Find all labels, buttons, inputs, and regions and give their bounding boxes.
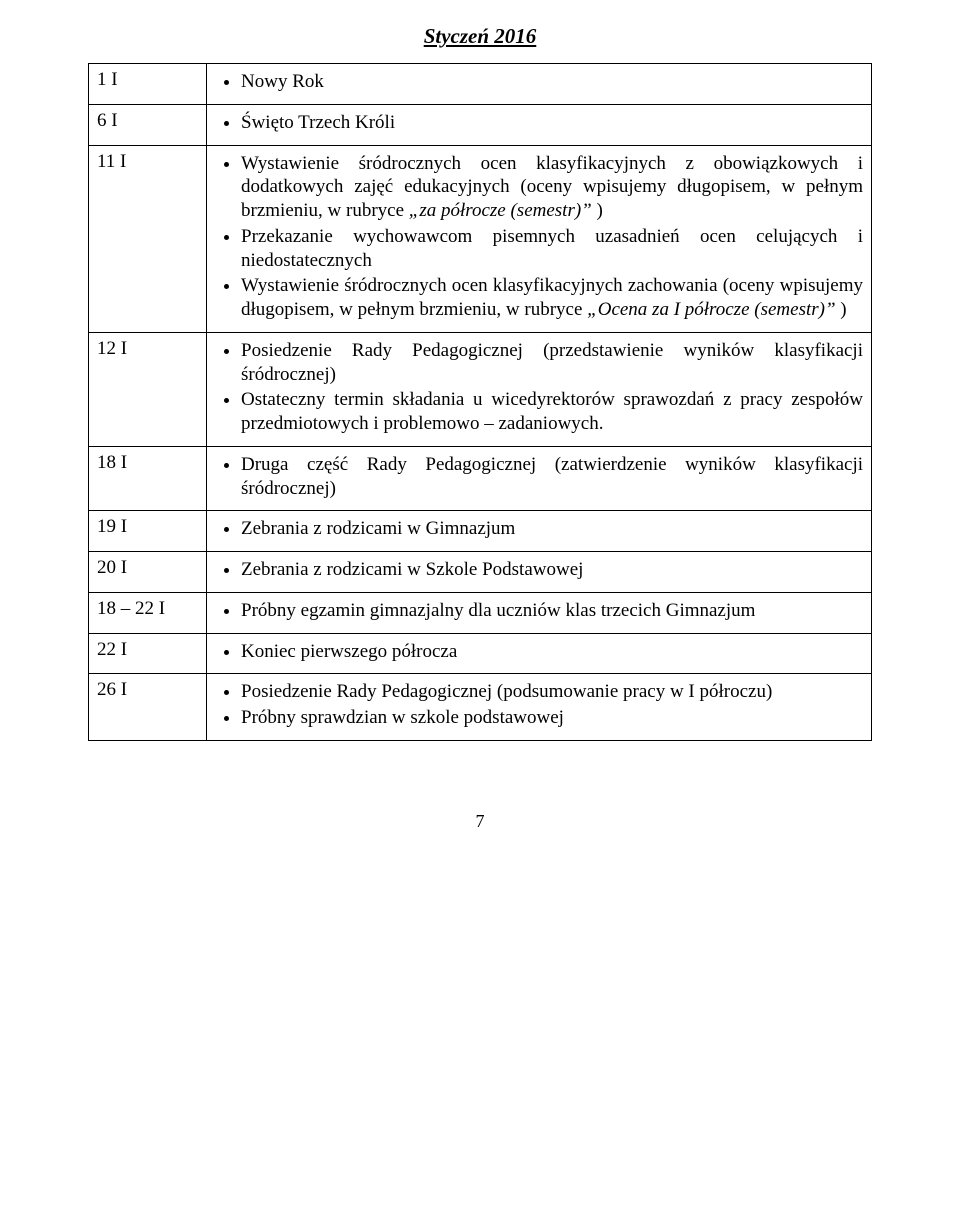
table-row: 1 I Nowy Rok: [89, 64, 872, 105]
item-list: Próbny egzamin gimnazjalny dla uczniów k…: [215, 599, 863, 625]
table-row: 6 I Święto Trzech Króli: [89, 104, 872, 145]
content-cell: Koniec pierwszego półrocza: [207, 633, 872, 674]
content-cell: Wystawienie śródrocznych ocen klasyfikac…: [207, 145, 872, 332]
item-list: Zebrania z rodzicami w Gimnazjum: [215, 517, 863, 543]
item-list: Święto Trzech Króli: [215, 111, 863, 137]
table-row: 19 I Zebrania z rodzicami w Gimnazjum: [89, 511, 872, 552]
item-text-post: ): [840, 299, 846, 320]
item-list: Koniec pierwszego półrocza: [215, 640, 863, 666]
item-list: Nowy Rok: [215, 70, 863, 96]
item-list: Posiedzenie Rady Pedagogicznej (podsumow…: [215, 680, 863, 732]
content-cell: Zebrania z rodzicami w Gimnazjum: [207, 511, 872, 552]
date-cell: 1 I: [89, 64, 207, 105]
table-row: 18 – 22 I Próbny egzamin gimnazjalny dla …: [89, 592, 872, 633]
table-row: 20 I Zebrania z rodzicami w Szkole Podsta…: [89, 552, 872, 593]
content-cell: Posiedzenie Rady Pedagogicznej (podsumow…: [207, 674, 872, 741]
list-item: Wystawienie śródrocznych ocen klasyfikac…: [241, 152, 863, 225]
list-item: Posiedzenie Rady Pedagogicznej (podsumow…: [241, 680, 863, 706]
list-item: Wystawienie śródrocznych ocen klasyfikac…: [241, 274, 863, 324]
item-text-italic: „Ocena za I półrocze (semestr)”: [587, 299, 840, 320]
date-cell: 26 I: [89, 674, 207, 741]
list-item: Święto Trzech Króli: [241, 111, 863, 137]
item-text: Próbny egzamin gimnazjalny dla uczniów k…: [241, 600, 755, 621]
item-text-post: ): [597, 200, 603, 221]
item-list: Zebrania z rodzicami w Szkole Podstawowe…: [215, 558, 863, 584]
table-row: 18 I Druga część Rady Pedagogicznej (zatw…: [89, 446, 872, 511]
date-cell: 22 I: [89, 633, 207, 674]
item-list: Wystawienie śródrocznych ocen klasyfikac…: [215, 152, 863, 324]
list-item: Zebrania z rodzicami w Gimnazjum: [241, 517, 863, 543]
content-cell: Zebrania z rodzicami w Szkole Podstawowe…: [207, 552, 872, 593]
schedule-table: 1 I Nowy Rok 6 I Święto Trzech Króli 11 I Wys…: [88, 63, 872, 741]
list-item: Koniec pierwszego półrocza: [241, 640, 863, 666]
content-cell: Druga część Rady Pedagogicznej (zatwierd…: [207, 446, 872, 511]
item-list: Posiedzenie Rady Pedagogicznej (przedsta…: [215, 339, 863, 438]
item-list: Druga część Rady Pedagogicznej (zatwierd…: [215, 453, 863, 503]
table-row: 11 I Wystawienie śródrocznych ocen klasyf…: [89, 145, 872, 332]
content-cell: Posiedzenie Rady Pedagogicznej (przedsta…: [207, 332, 872, 446]
content-cell: Próbny egzamin gimnazjalny dla uczniów k…: [207, 592, 872, 633]
item-text: Posiedzenie Rady Pedagogicznej (podsumow…: [241, 681, 772, 702]
list-item: Próbny egzamin gimnazjalny dla uczniów k…: [241, 599, 863, 625]
list-item: Posiedzenie Rady Pedagogicznej (przedsta…: [241, 339, 863, 389]
item-text: Zebrania z rodzicami w Gimnazjum: [241, 518, 515, 539]
date-cell: 6 I: [89, 104, 207, 145]
item-text: Próbny sprawdzian w szkole podstawowej: [241, 707, 564, 728]
list-item: Ostateczny termin składania u wicedyrekt…: [241, 388, 863, 438]
item-text: Koniec pierwszego półrocza: [241, 641, 457, 662]
table-row: 12 I Posiedzenie Rady Pedagogicznej (prze…: [89, 332, 872, 446]
page-title: Styczeń 2016: [88, 24, 872, 49]
table-row: 22 I Koniec pierwszego półrocza: [89, 633, 872, 674]
list-item: Zebrania z rodzicami w Szkole Podstawowe…: [241, 558, 863, 584]
date-cell: 12 I: [89, 332, 207, 446]
table-row: 26 I Posiedzenie Rady Pedagogicznej (pods…: [89, 674, 872, 741]
list-item: Próbny sprawdzian w szkole podstawowej: [241, 706, 863, 732]
content-cell: Święto Trzech Króli: [207, 104, 872, 145]
list-item: Przekazanie wychowawcom pisemnych uzasad…: [241, 225, 863, 275]
date-cell: 19 I: [89, 511, 207, 552]
date-cell: 20 I: [89, 552, 207, 593]
item-text: Nowy Rok: [241, 71, 324, 92]
list-item: Druga część Rady Pedagogicznej (zatwierd…: [241, 453, 863, 503]
date-cell: 11 I: [89, 145, 207, 332]
item-text: Ostateczny termin składania u wicedyrekt…: [241, 389, 863, 434]
item-text: Druga część Rady Pedagogicznej (zatwierd…: [241, 454, 863, 499]
content-cell: Nowy Rok: [207, 64, 872, 105]
list-item: Nowy Rok: [241, 70, 863, 96]
date-cell: 18 I: [89, 446, 207, 511]
item-text-italic: „za półrocze (semestr)”: [409, 200, 597, 221]
item-text: Przekazanie wychowawcom pisemnych uzasad…: [241, 226, 863, 271]
item-text: Posiedzenie Rady Pedagogicznej (przedsta…: [241, 340, 863, 385]
item-text: Święto Trzech Króli: [241, 112, 395, 133]
page-number: 7: [88, 811, 872, 832]
item-text: Zebrania z rodzicami w Szkole Podstawowe…: [241, 559, 583, 580]
date-cell: 18 – 22 I: [89, 592, 207, 633]
